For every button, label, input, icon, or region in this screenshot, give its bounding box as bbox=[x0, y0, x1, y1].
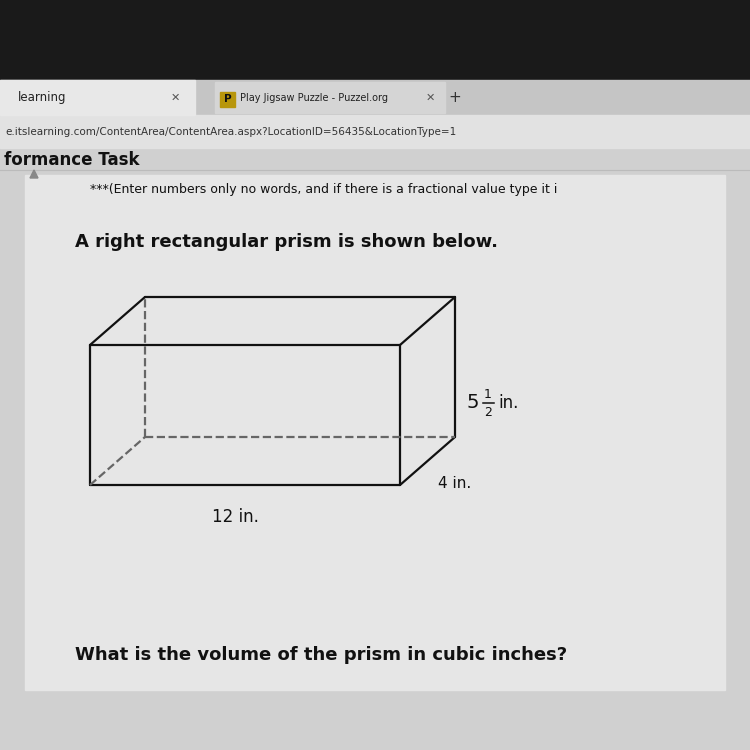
Text: formance Task: formance Task bbox=[4, 151, 140, 169]
Text: What is the volume of the prism in cubic inches?: What is the volume of the prism in cubic… bbox=[75, 646, 567, 664]
Text: +: + bbox=[448, 91, 461, 106]
Polygon shape bbox=[30, 170, 38, 178]
Bar bbox=[215, 82, 445, 113]
Text: 12 in.: 12 in. bbox=[211, 508, 259, 526]
Text: P: P bbox=[224, 94, 231, 104]
Bar bbox=[0, 148, 750, 750]
Text: learning: learning bbox=[18, 92, 67, 104]
Text: 4 in.: 4 in. bbox=[437, 476, 471, 490]
Bar bbox=[0, 0, 750, 80]
Text: A right rectangular prism is shown below.: A right rectangular prism is shown below… bbox=[75, 233, 498, 251]
Text: ***(Enter numbers only no words, and if there is a fractional value type it i: ***(Enter numbers only no words, and if … bbox=[90, 184, 557, 196]
Text: ✕: ✕ bbox=[170, 93, 180, 103]
Text: ✕: ✕ bbox=[425, 93, 435, 103]
Text: e.itslearning.com/ContentArea/ContentArea.aspx?LocationID=56435&LocationType=1: e.itslearning.com/ContentArea/ContentAre… bbox=[5, 127, 456, 137]
Text: 2: 2 bbox=[484, 406, 492, 418]
Text: 1: 1 bbox=[484, 388, 492, 401]
Bar bbox=[0, 80, 750, 115]
Bar bbox=[25, 175, 725, 690]
Bar bbox=[0, 80, 195, 115]
Text: in.: in. bbox=[498, 394, 518, 412]
Text: Play Jigsaw Puzzle - Puzzel.org: Play Jigsaw Puzzle - Puzzel.org bbox=[240, 93, 388, 103]
Bar bbox=[0, 115, 750, 148]
Bar bbox=[220, 92, 235, 107]
Text: 5: 5 bbox=[467, 394, 479, 412]
